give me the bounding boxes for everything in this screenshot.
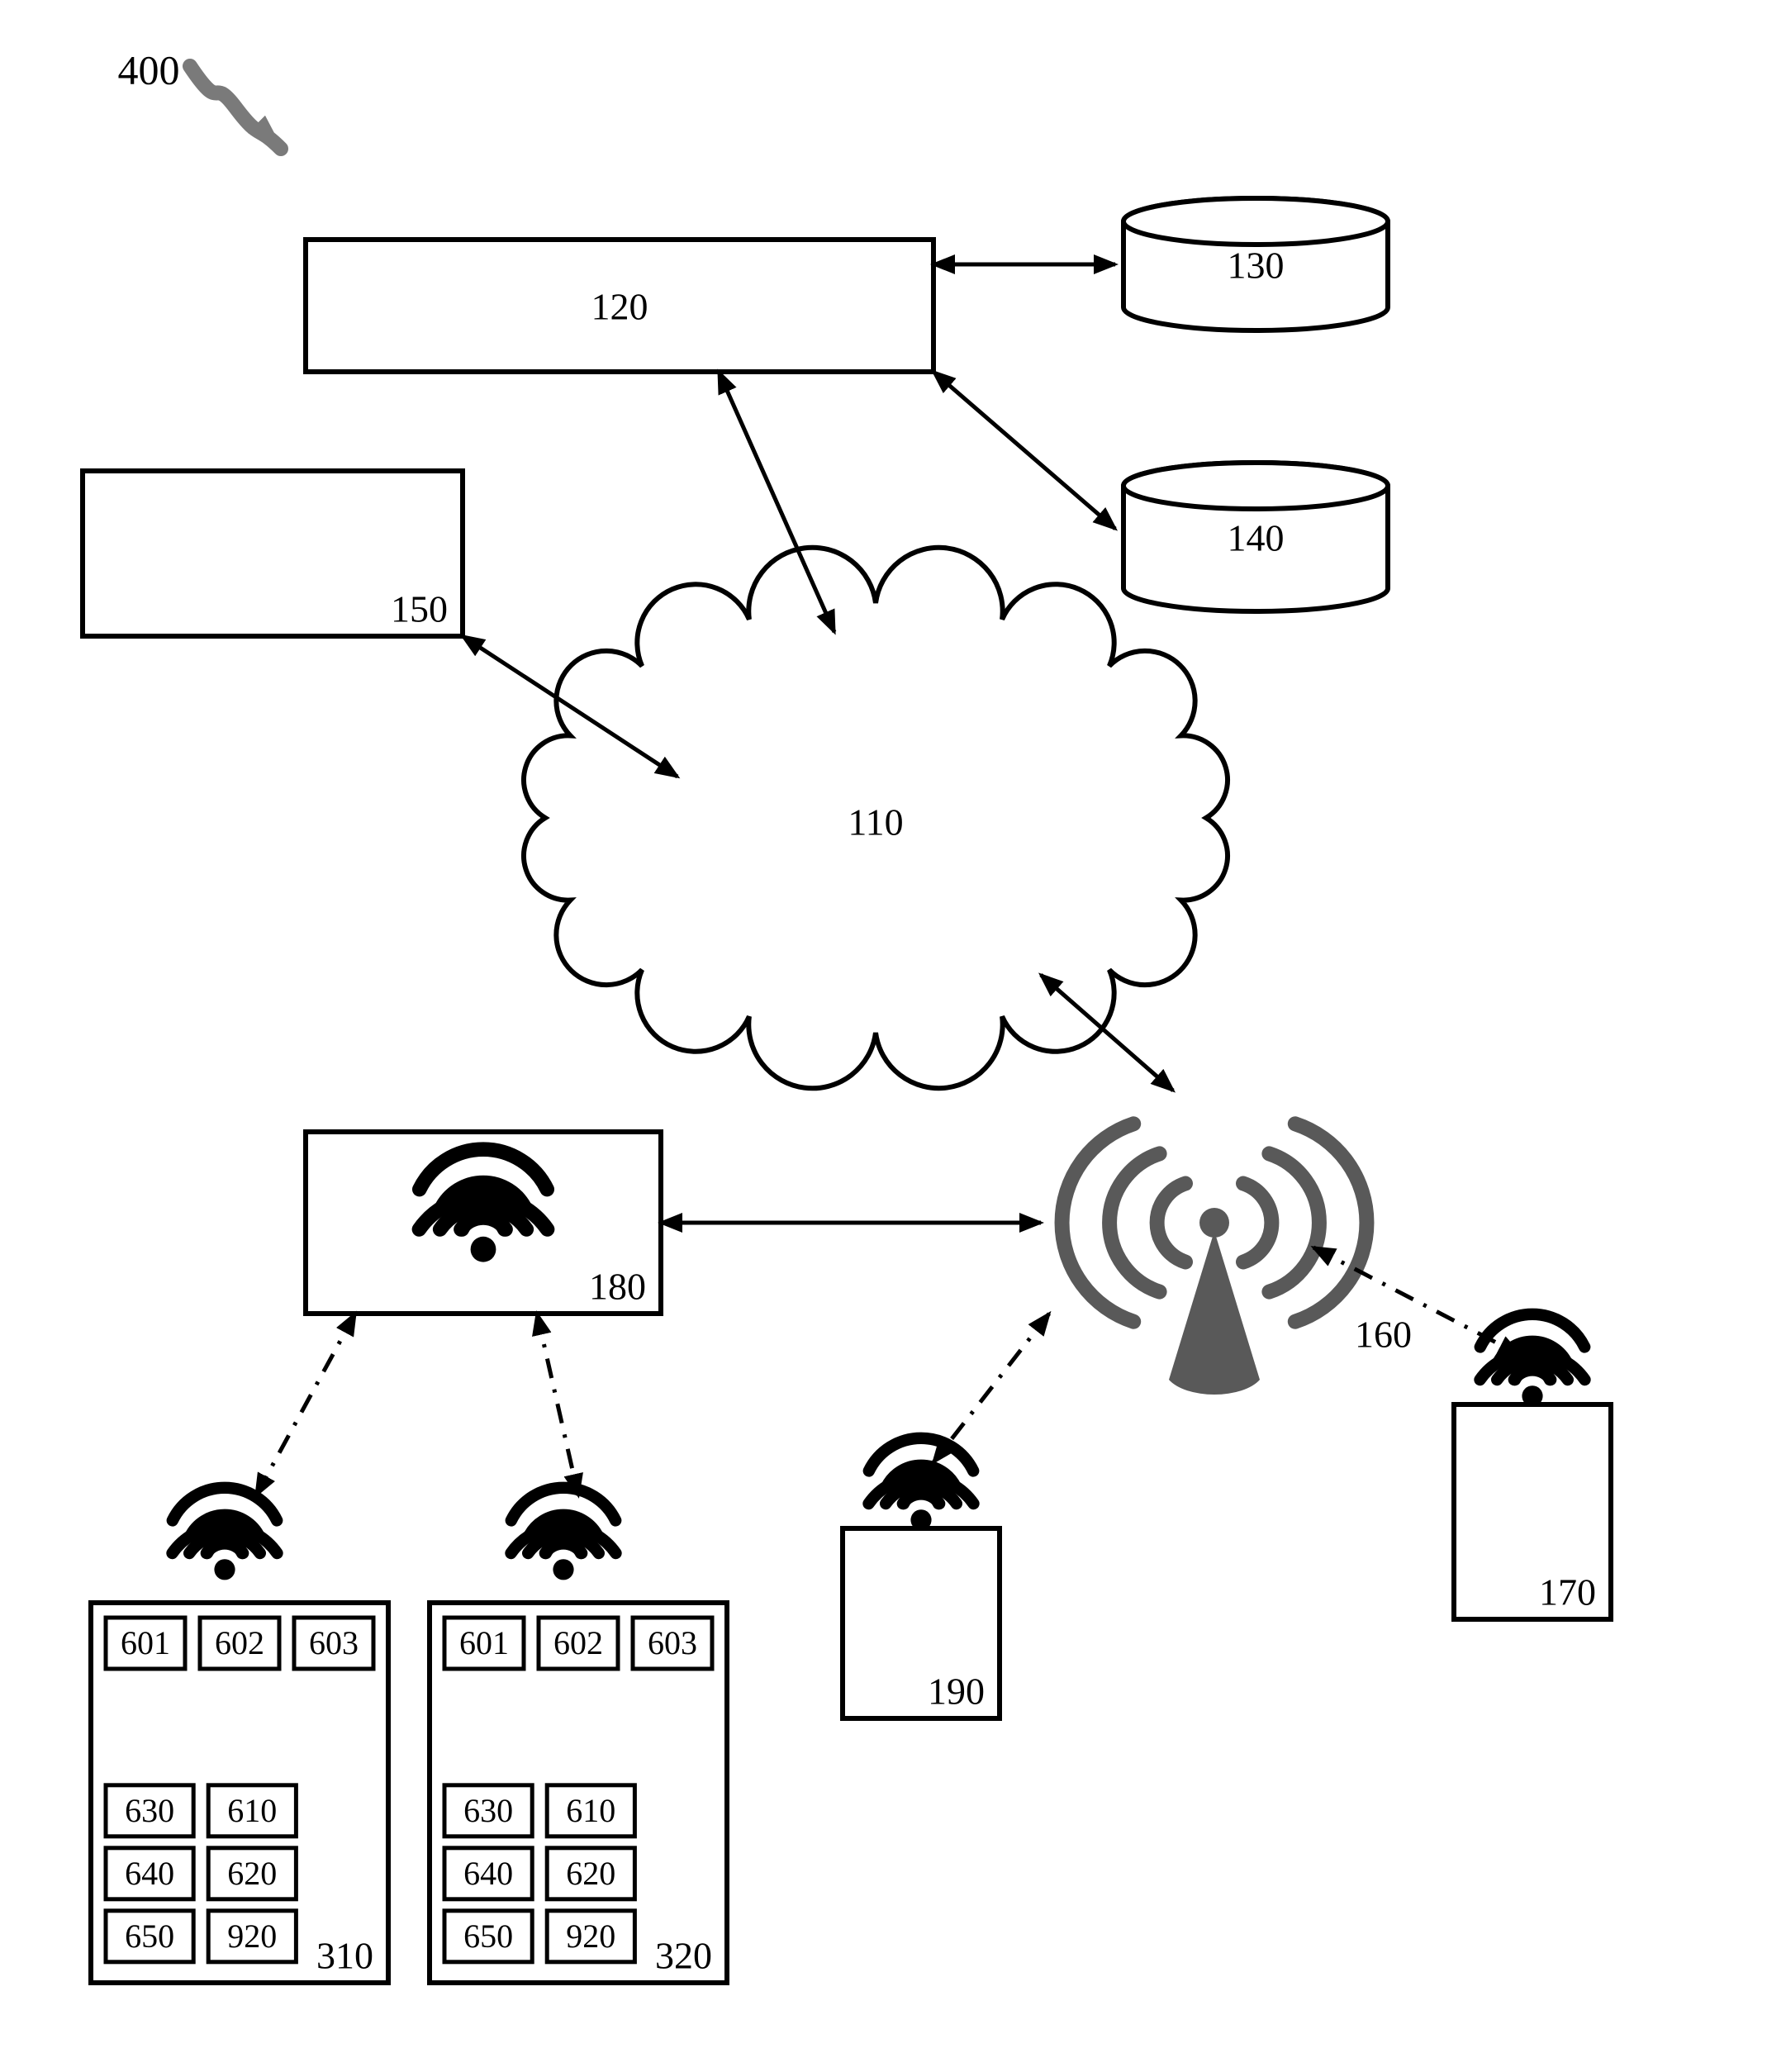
panel-cell: 640 xyxy=(125,1855,174,1892)
panel-cell: 650 xyxy=(463,1918,513,1955)
node-label: 180 xyxy=(589,1266,646,1308)
panel-cell: 630 xyxy=(125,1792,174,1829)
panel-cell: 920 xyxy=(227,1918,277,1955)
edge-tower_160-phone_170 xyxy=(1313,1247,1520,1355)
panel-cell: 602 xyxy=(215,1624,264,1661)
figure-number-arrow xyxy=(190,66,281,149)
node-label: 120 xyxy=(591,286,648,328)
node-label: 140 xyxy=(1228,517,1285,559)
panel-cell: 603 xyxy=(309,1624,359,1661)
panel-cell: 630 xyxy=(463,1792,513,1829)
node-label: 130 xyxy=(1228,245,1285,287)
node-label: 320 xyxy=(655,1935,712,1977)
panel-cell: 602 xyxy=(553,1624,603,1661)
panel-cell: 620 xyxy=(566,1855,615,1892)
node-label: 190 xyxy=(928,1670,985,1713)
panel-cell: 620 xyxy=(227,1855,277,1892)
node-label: 170 xyxy=(1539,1571,1596,1613)
panel-cell: 601 xyxy=(121,1624,170,1661)
panel-cell: 610 xyxy=(227,1792,277,1829)
figure-number: 400 xyxy=(118,46,180,93)
edge-server_120-db_140 xyxy=(933,372,1115,529)
panel-cell: 601 xyxy=(459,1624,509,1661)
node-label: 150 xyxy=(391,588,448,630)
panel-cell: 640 xyxy=(463,1855,513,1892)
node-panel_310 xyxy=(91,1488,388,1983)
panel-cell: 603 xyxy=(648,1624,697,1661)
panel-cell: 610 xyxy=(566,1792,615,1829)
edge-wifi_box_180-panel_320 xyxy=(537,1314,578,1495)
edge-wifi_box_180-panel_310 xyxy=(256,1314,355,1495)
panel-cell: 920 xyxy=(566,1918,615,1955)
label-tower_160: 160 xyxy=(1355,1314,1412,1356)
label-cloud_110: 110 xyxy=(848,801,903,844)
panel-cell: 650 xyxy=(125,1918,174,1955)
node-panel_320 xyxy=(430,1488,727,1983)
node-tower_160 xyxy=(1062,1124,1367,1395)
node-label: 310 xyxy=(316,1935,373,1977)
